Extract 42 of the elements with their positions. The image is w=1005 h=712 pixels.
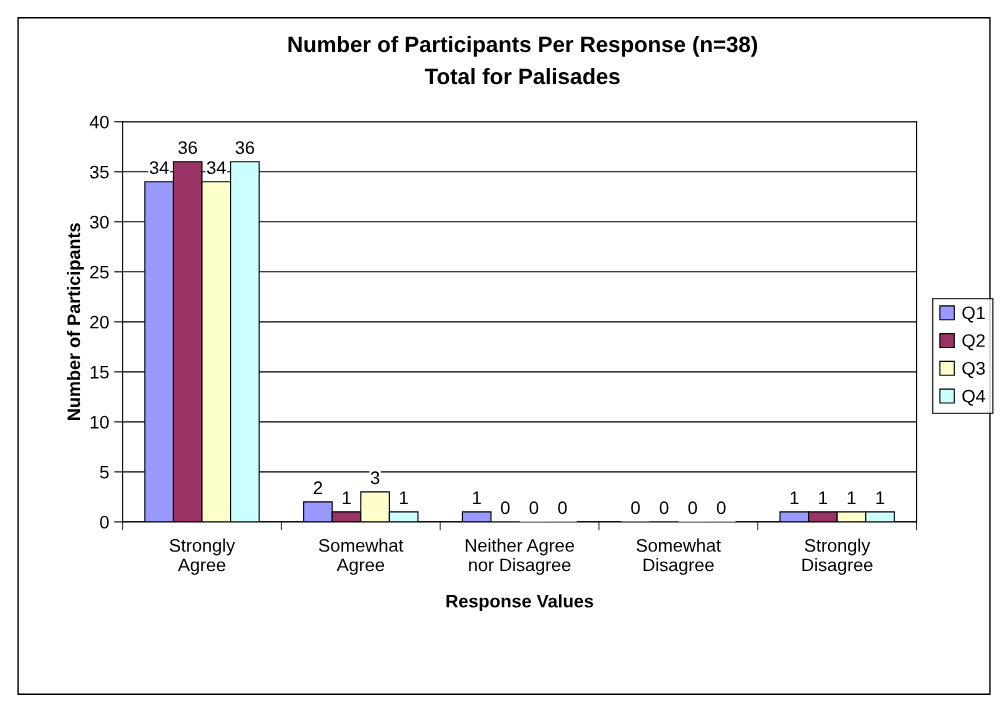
data-label: 1 bbox=[473, 491, 481, 504]
x-axis-title: Response Values bbox=[446, 594, 594, 612]
legend-label: Q3 bbox=[962, 361, 985, 379]
y-tick-label: 25 bbox=[90, 265, 109, 279]
y-tick-label: 40 bbox=[89, 115, 109, 129]
data-label: 36 bbox=[178, 141, 197, 155]
data-label: 0 bbox=[500, 501, 510, 515]
y-axis-title: Number of Participants bbox=[66, 223, 84, 420]
y-tick-label: 35 bbox=[90, 165, 109, 179]
data-label: 34 bbox=[206, 161, 226, 175]
y-tick-label: 20 bbox=[90, 315, 109, 329]
x-tick-label: Somewhat Disagree bbox=[636, 538, 721, 575]
y-tick-label: 30 bbox=[90, 215, 109, 229]
data-label: 0 bbox=[558, 501, 567, 515]
x-tick-label: Neither Agree nor Disagree bbox=[465, 538, 574, 575]
data-label: 1 bbox=[819, 491, 828, 504]
data-label: 1 bbox=[400, 491, 408, 504]
chart-subtitle: Total for Palisades bbox=[424, 67, 620, 85]
data-label: 3 bbox=[370, 471, 380, 485]
data-label: 34 bbox=[149, 161, 169, 175]
x-tick-label: Strongly Disagree bbox=[802, 538, 873, 575]
y-tick-label: 0 bbox=[100, 515, 109, 529]
legend-label: Q4 bbox=[962, 389, 986, 406]
data-label: 1 bbox=[876, 491, 885, 504]
data-label: 0 bbox=[716, 501, 726, 515]
x-tick-label: Strongly Agree bbox=[169, 538, 236, 575]
data-label: 1 bbox=[342, 491, 351, 504]
data-label: 1 bbox=[847, 491, 856, 504]
data-label: 0 bbox=[659, 501, 669, 515]
data-label: 0 bbox=[529, 501, 539, 515]
y-tick-label: 10 bbox=[90, 415, 109, 429]
y-tick-label: 15 bbox=[90, 365, 109, 379]
legend-label: Q1 bbox=[962, 306, 985, 323]
data-label: 0 bbox=[631, 501, 640, 515]
chart-title: Number of Participants Per Response (n=38) bbox=[288, 35, 758, 57]
data-label: 36 bbox=[235, 141, 255, 155]
data-label: 2 bbox=[313, 481, 323, 494]
x-tick-label: Somewhat Agree bbox=[318, 538, 404, 575]
legend-label: Q2 bbox=[962, 334, 985, 351]
y-tick-label: 5 bbox=[100, 466, 109, 479]
data-label: 0 bbox=[688, 501, 697, 515]
data-label: 1 bbox=[790, 491, 799, 504]
